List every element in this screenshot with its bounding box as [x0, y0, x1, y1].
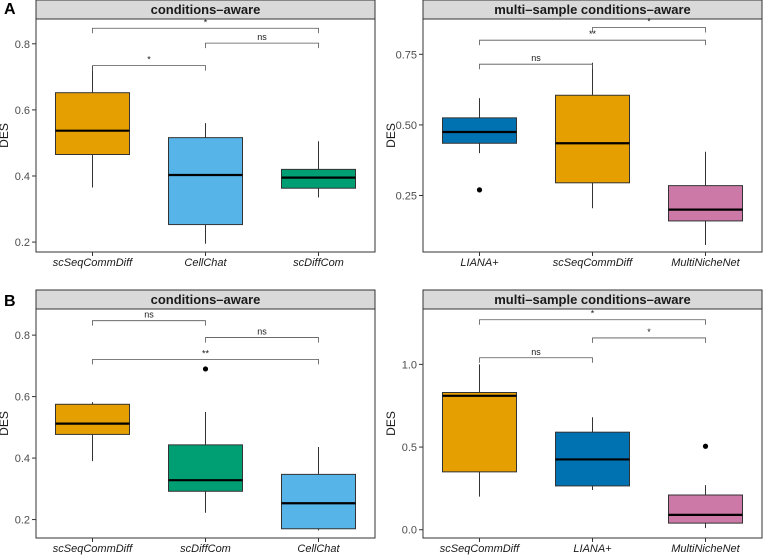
- significance-label: *: [147, 55, 151, 65]
- panel-title: conditions–aware: [151, 2, 261, 17]
- y-tick-label: 0.75: [396, 49, 417, 61]
- significance-label: *: [591, 309, 595, 319]
- y-axis-label: DES: [384, 411, 398, 436]
- box-multinichenet: [668, 494, 743, 524]
- significance-bracket: [592, 27, 706, 33]
- box-liana-: [442, 117, 517, 144]
- box-multinichenet: [668, 185, 743, 222]
- x-tick-label: CellChat: [184, 257, 227, 269]
- y-axis-label: DES: [0, 123, 11, 148]
- x-tick-label: scDiffCom: [293, 257, 344, 269]
- significance-label: **: [202, 348, 210, 358]
- outlier-point: [702, 443, 709, 449]
- chart-panel-3: multi–sample conditions–aware 0.0 0.5 1.0 DE…: [384, 289, 763, 555]
- x-tick-label: CellChat: [297, 543, 340, 555]
- y-tick-label: 0.8: [15, 330, 30, 342]
- y-tick-label: 0.4: [15, 453, 30, 465]
- panel-label-b: B: [4, 293, 16, 310]
- outlier-point: [476, 187, 483, 193]
- chart-panel-2: conditions–aware 0.2 0.4 0.6 0.8 DES scSeqComm…: [0, 289, 376, 555]
- x-tick-label: LIANA+: [573, 543, 612, 555]
- box-scseqcommdiff: [55, 403, 130, 435]
- x-tick-label: MultiNicheNet: [671, 257, 740, 269]
- panel-title: multi–sample conditions–aware: [494, 2, 691, 17]
- significance-label: ns: [257, 327, 267, 337]
- y-tick-label: 0.25: [396, 191, 417, 203]
- significance-label: **: [589, 29, 597, 39]
- significance-label: *: [647, 16, 651, 26]
- x-tick-label: scSeqCommDiff: [53, 257, 133, 269]
- significance-bracket: [592, 337, 706, 343]
- significance-bracket: [205, 42, 319, 49]
- outlier-point: [202, 366, 209, 372]
- significance-label: ns: [531, 347, 541, 357]
- box-scdiffcom: [168, 444, 243, 492]
- significance-label: ns: [257, 32, 267, 42]
- y-tick-label: 0.4: [15, 171, 30, 183]
- y-axis-label: DES: [384, 123, 398, 148]
- significance-bracket: [479, 63, 593, 70]
- box-scseqcommdiff: [442, 391, 517, 473]
- panel-title: multi–sample conditions–aware: [494, 292, 691, 307]
- y-tick-label: 0.6: [15, 105, 30, 117]
- panel-title: conditions–aware: [151, 292, 261, 307]
- panel-label-a: A: [4, 1, 16, 18]
- x-tick-label: scDiffCom: [180, 543, 231, 555]
- significance-label: *: [647, 327, 651, 337]
- y-tick-label: 0.6: [15, 392, 30, 404]
- x-tick-label: scSeqCommDiff: [53, 543, 133, 555]
- box-scseqcommdiff: [555, 94, 630, 184]
- y-tick-label: 0.0: [402, 525, 417, 537]
- significance-bracket: [92, 359, 319, 365]
- chart-panel-0: conditions–aware 0.2 0.4 0.6 0.8 DES scSeqComm…: [0, 0, 376, 269]
- box-scdiffcom: [281, 168, 356, 189]
- significance-bracket: [92, 320, 206, 326]
- y-tick-label: 0.2: [15, 237, 30, 249]
- box-cellchat: [281, 473, 356, 530]
- y-tick-label: 0.50: [396, 120, 417, 132]
- significance-label: ns: [144, 310, 154, 320]
- significance-bracket: [479, 39, 706, 46]
- significance-bracket: [92, 27, 319, 34]
- x-tick-label: LIANA+: [460, 257, 499, 269]
- x-tick-label: scSeqCommDiff: [440, 543, 520, 555]
- y-tick-label: 1.0: [402, 359, 417, 371]
- y-tick-label: 0.2: [15, 515, 30, 527]
- y-axis-label: DES: [0, 411, 11, 436]
- box-scseqcommdiff: [55, 92, 130, 156]
- y-tick-label: 0.5: [402, 442, 417, 454]
- significance-bracket: [205, 337, 319, 343]
- significance-bracket: [92, 65, 206, 71]
- significance-label: ns: [531, 53, 541, 63]
- y-tick-label: 0.8: [15, 39, 30, 51]
- box-cellchat: [168, 137, 243, 226]
- significance-label: *: [204, 17, 208, 27]
- x-tick-label: scSeqCommDiff: [553, 257, 633, 269]
- chart-panel-1: multi–sample conditions–aware 0.25 0.50 0.7…: [384, 0, 763, 269]
- x-tick-label: MultiNicheNet: [671, 543, 740, 555]
- significance-bracket: [479, 357, 593, 363]
- significance-bracket: [479, 319, 706, 325]
